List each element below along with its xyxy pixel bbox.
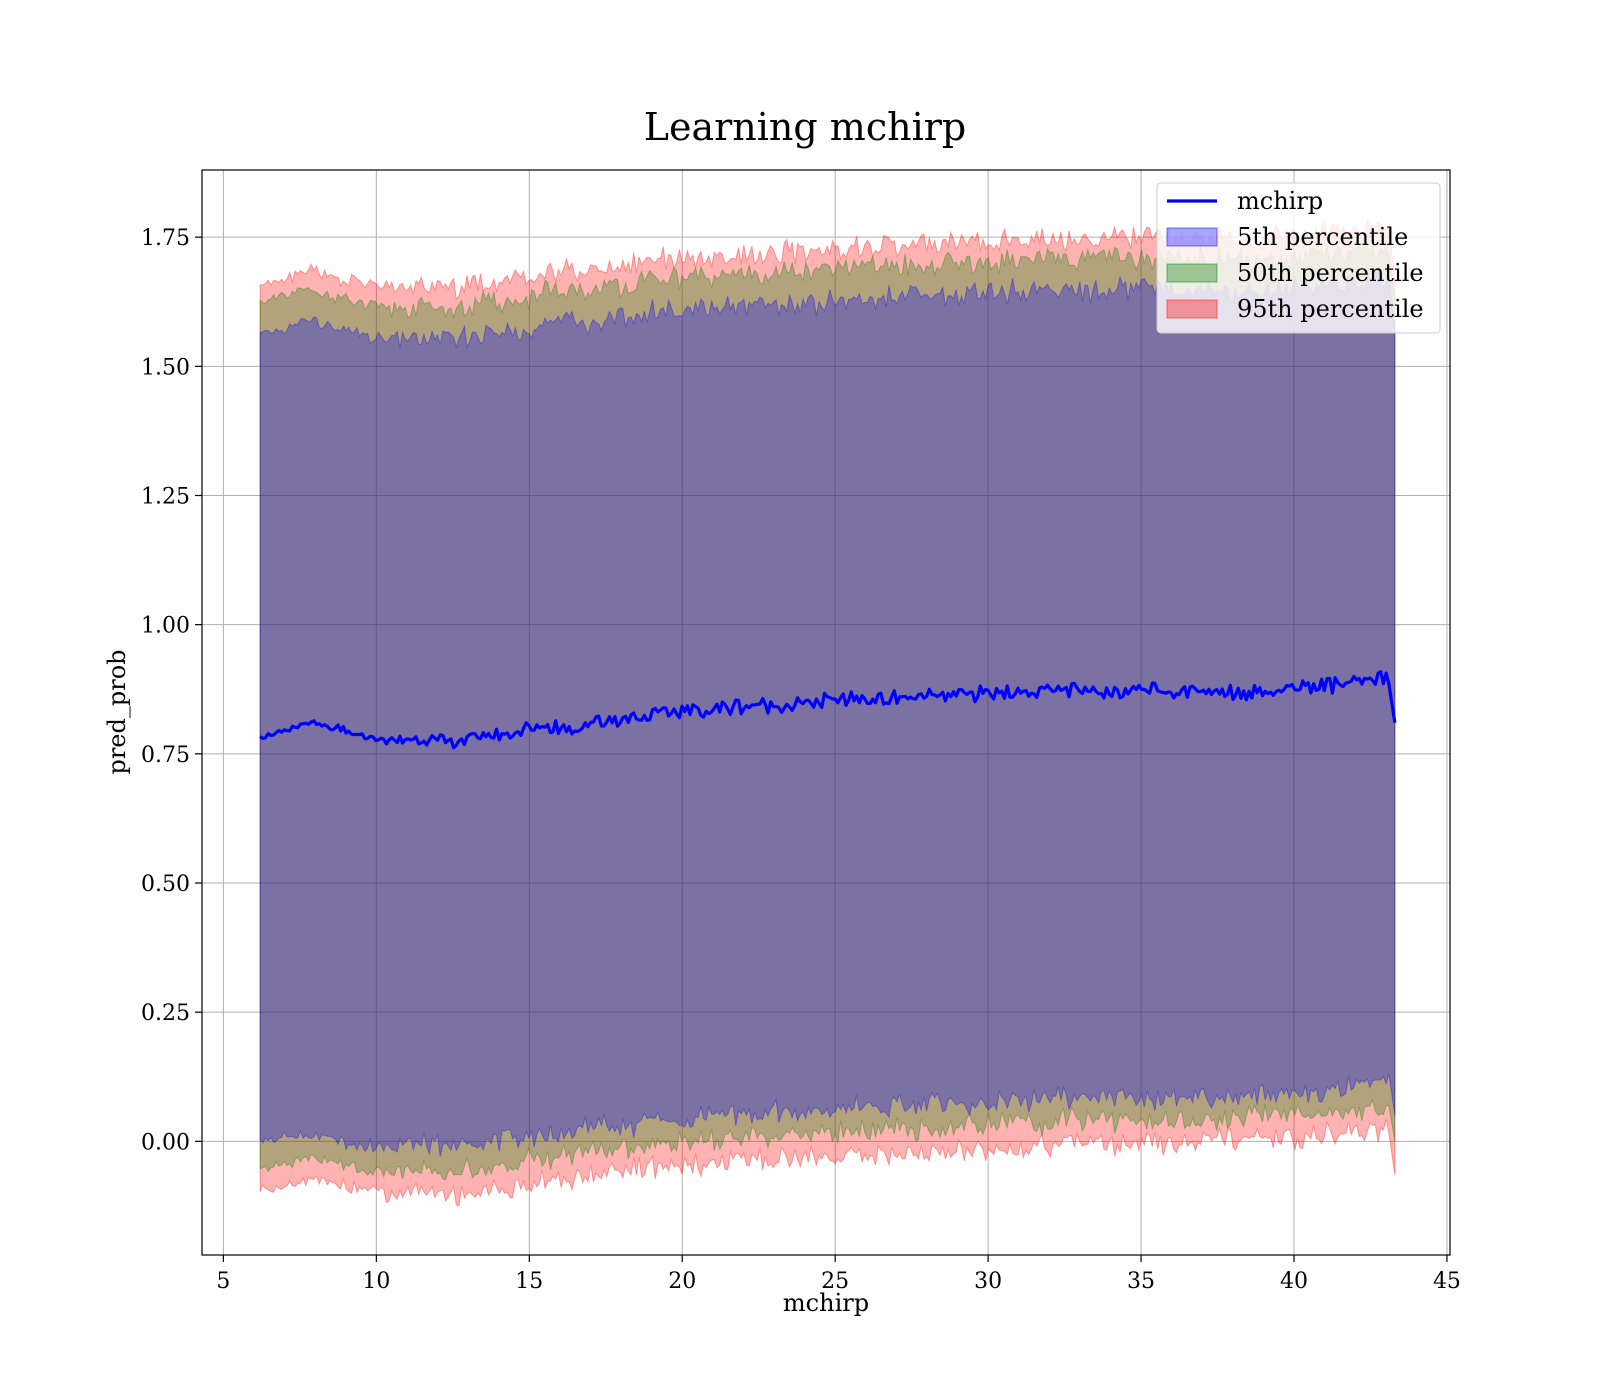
y-tick-label: 1.00 bbox=[141, 614, 190, 639]
y-tick-label: 1.75 bbox=[141, 226, 190, 251]
y-axis-label: pred_prob bbox=[103, 649, 131, 774]
x-tick-label: 25 bbox=[821, 1269, 849, 1294]
x-tick-label: 15 bbox=[515, 1269, 543, 1294]
legend-swatch bbox=[1166, 227, 1218, 247]
x-axis-ticks: 5 10 15 20 25 30 35 40 45 bbox=[216, 1255, 1461, 1294]
legend-label: 95th percentile bbox=[1237, 295, 1424, 323]
x-tick-label: 45 bbox=[1433, 1269, 1461, 1294]
x-tick-label: 40 bbox=[1280, 1269, 1308, 1294]
band-50th-percentile bbox=[259, 237, 1396, 1181]
y-tick-label: 0.00 bbox=[141, 1130, 190, 1155]
y-tick-label: 1.25 bbox=[141, 485, 190, 510]
legend-label: mchirp bbox=[1237, 187, 1323, 215]
x-tick-label: 30 bbox=[974, 1269, 1002, 1294]
x-tick-label: 10 bbox=[362, 1269, 390, 1294]
x-tick-label: 20 bbox=[668, 1269, 696, 1294]
y-tick-label: 1.50 bbox=[141, 355, 190, 380]
mean-line-layer bbox=[259, 670, 1397, 750]
x-axis-label: mchirp bbox=[783, 1289, 869, 1317]
x-tick-label: 5 bbox=[216, 1269, 230, 1294]
band-95th-percentile bbox=[259, 218, 1396, 1207]
y-tick-label: 0.25 bbox=[141, 1001, 190, 1026]
legend: mchirp 5th percentile 50th percentile 95th … bbox=[1156, 182, 1441, 334]
y-tick-label: 0.75 bbox=[141, 743, 190, 768]
legend-label: 5th percentile bbox=[1237, 223, 1408, 251]
percentile-bands bbox=[259, 218, 1396, 1207]
legend-box bbox=[1156, 182, 1441, 334]
y-axis-ticks: 0.00 0.25 0.50 0.75 1.00 1.25 1.50 1.75 bbox=[141, 226, 202, 1155]
plot-frame bbox=[201, 169, 1451, 1256]
legend-label: 50th percentile bbox=[1237, 259, 1424, 287]
legend-swatch bbox=[1166, 263, 1218, 283]
band-5th-percentile bbox=[259, 268, 1396, 1157]
x-tick-label: 35 bbox=[1127, 1269, 1155, 1294]
y-tick-label: 0.50 bbox=[141, 872, 190, 897]
legend-swatch bbox=[1166, 299, 1218, 319]
chart-title: Learning mchirp bbox=[644, 105, 966, 149]
mean-line bbox=[259, 670, 1397, 750]
grid-lines bbox=[202, 170, 1450, 1255]
